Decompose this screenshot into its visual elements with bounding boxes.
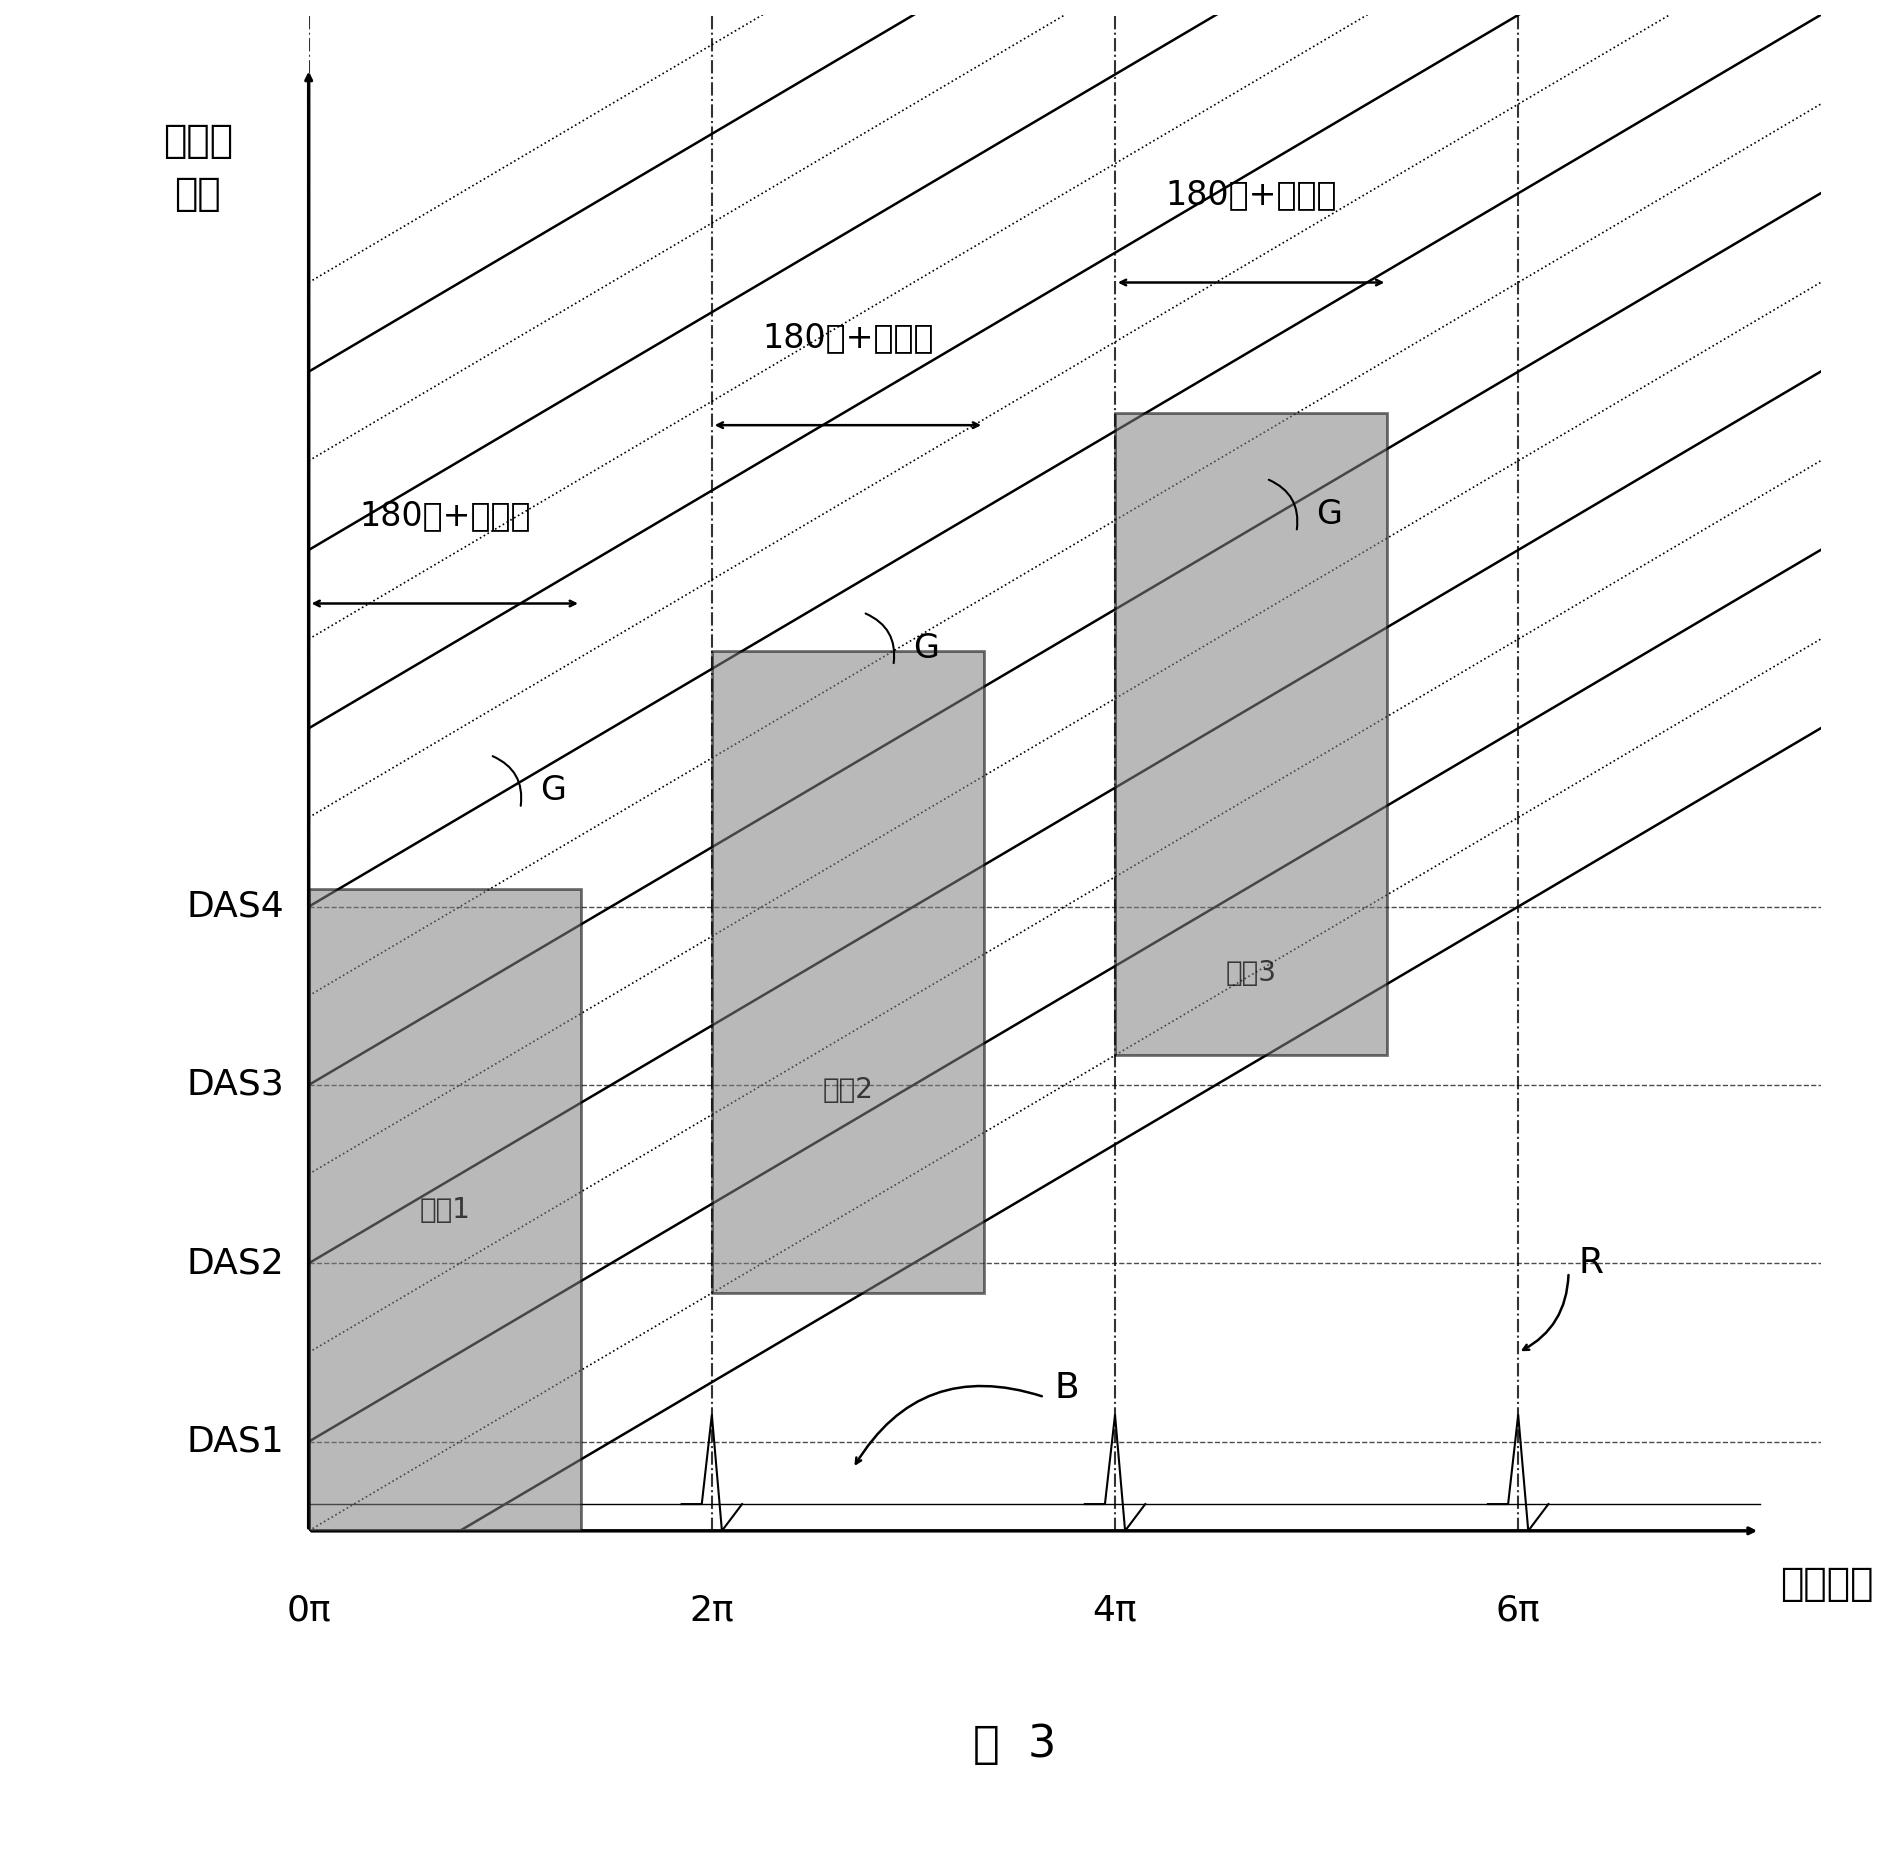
- Text: 体轴的
方向: 体轴的 方向: [162, 121, 232, 212]
- Text: G: G: [912, 632, 939, 665]
- Text: 2π: 2π: [689, 1593, 733, 1626]
- Text: 图像3: 图像3: [1224, 959, 1275, 987]
- Bar: [712, 650, 984, 1293]
- Text: 4π: 4π: [1092, 1593, 1137, 1626]
- Text: 180度+扇形角: 180度+扇形角: [359, 499, 531, 533]
- Text: 180度+扇形角: 180度+扇形角: [1166, 179, 1336, 211]
- Text: G: G: [1317, 497, 1341, 531]
- Text: DAS4: DAS4: [187, 891, 285, 924]
- Bar: [308, 889, 580, 1531]
- Text: 6π: 6π: [1494, 1593, 1540, 1626]
- Text: DAS3: DAS3: [187, 1067, 285, 1103]
- Text: R: R: [1577, 1246, 1602, 1280]
- Text: 0π: 0π: [285, 1593, 331, 1626]
- Text: 图像2: 图像2: [822, 1077, 873, 1105]
- Bar: [1115, 414, 1387, 1054]
- Text: 成像时间: 成像时间: [1779, 1565, 1872, 1604]
- Text: DAS1: DAS1: [187, 1425, 285, 1459]
- Text: 180度+扇形角: 180度+扇形角: [761, 320, 933, 354]
- Text: DAS2: DAS2: [187, 1246, 285, 1280]
- Text: G: G: [540, 775, 567, 807]
- Text: B: B: [1054, 1371, 1079, 1405]
- Text: 图  3: 图 3: [973, 1723, 1056, 1766]
- Text: 图像1: 图像1: [419, 1196, 470, 1224]
